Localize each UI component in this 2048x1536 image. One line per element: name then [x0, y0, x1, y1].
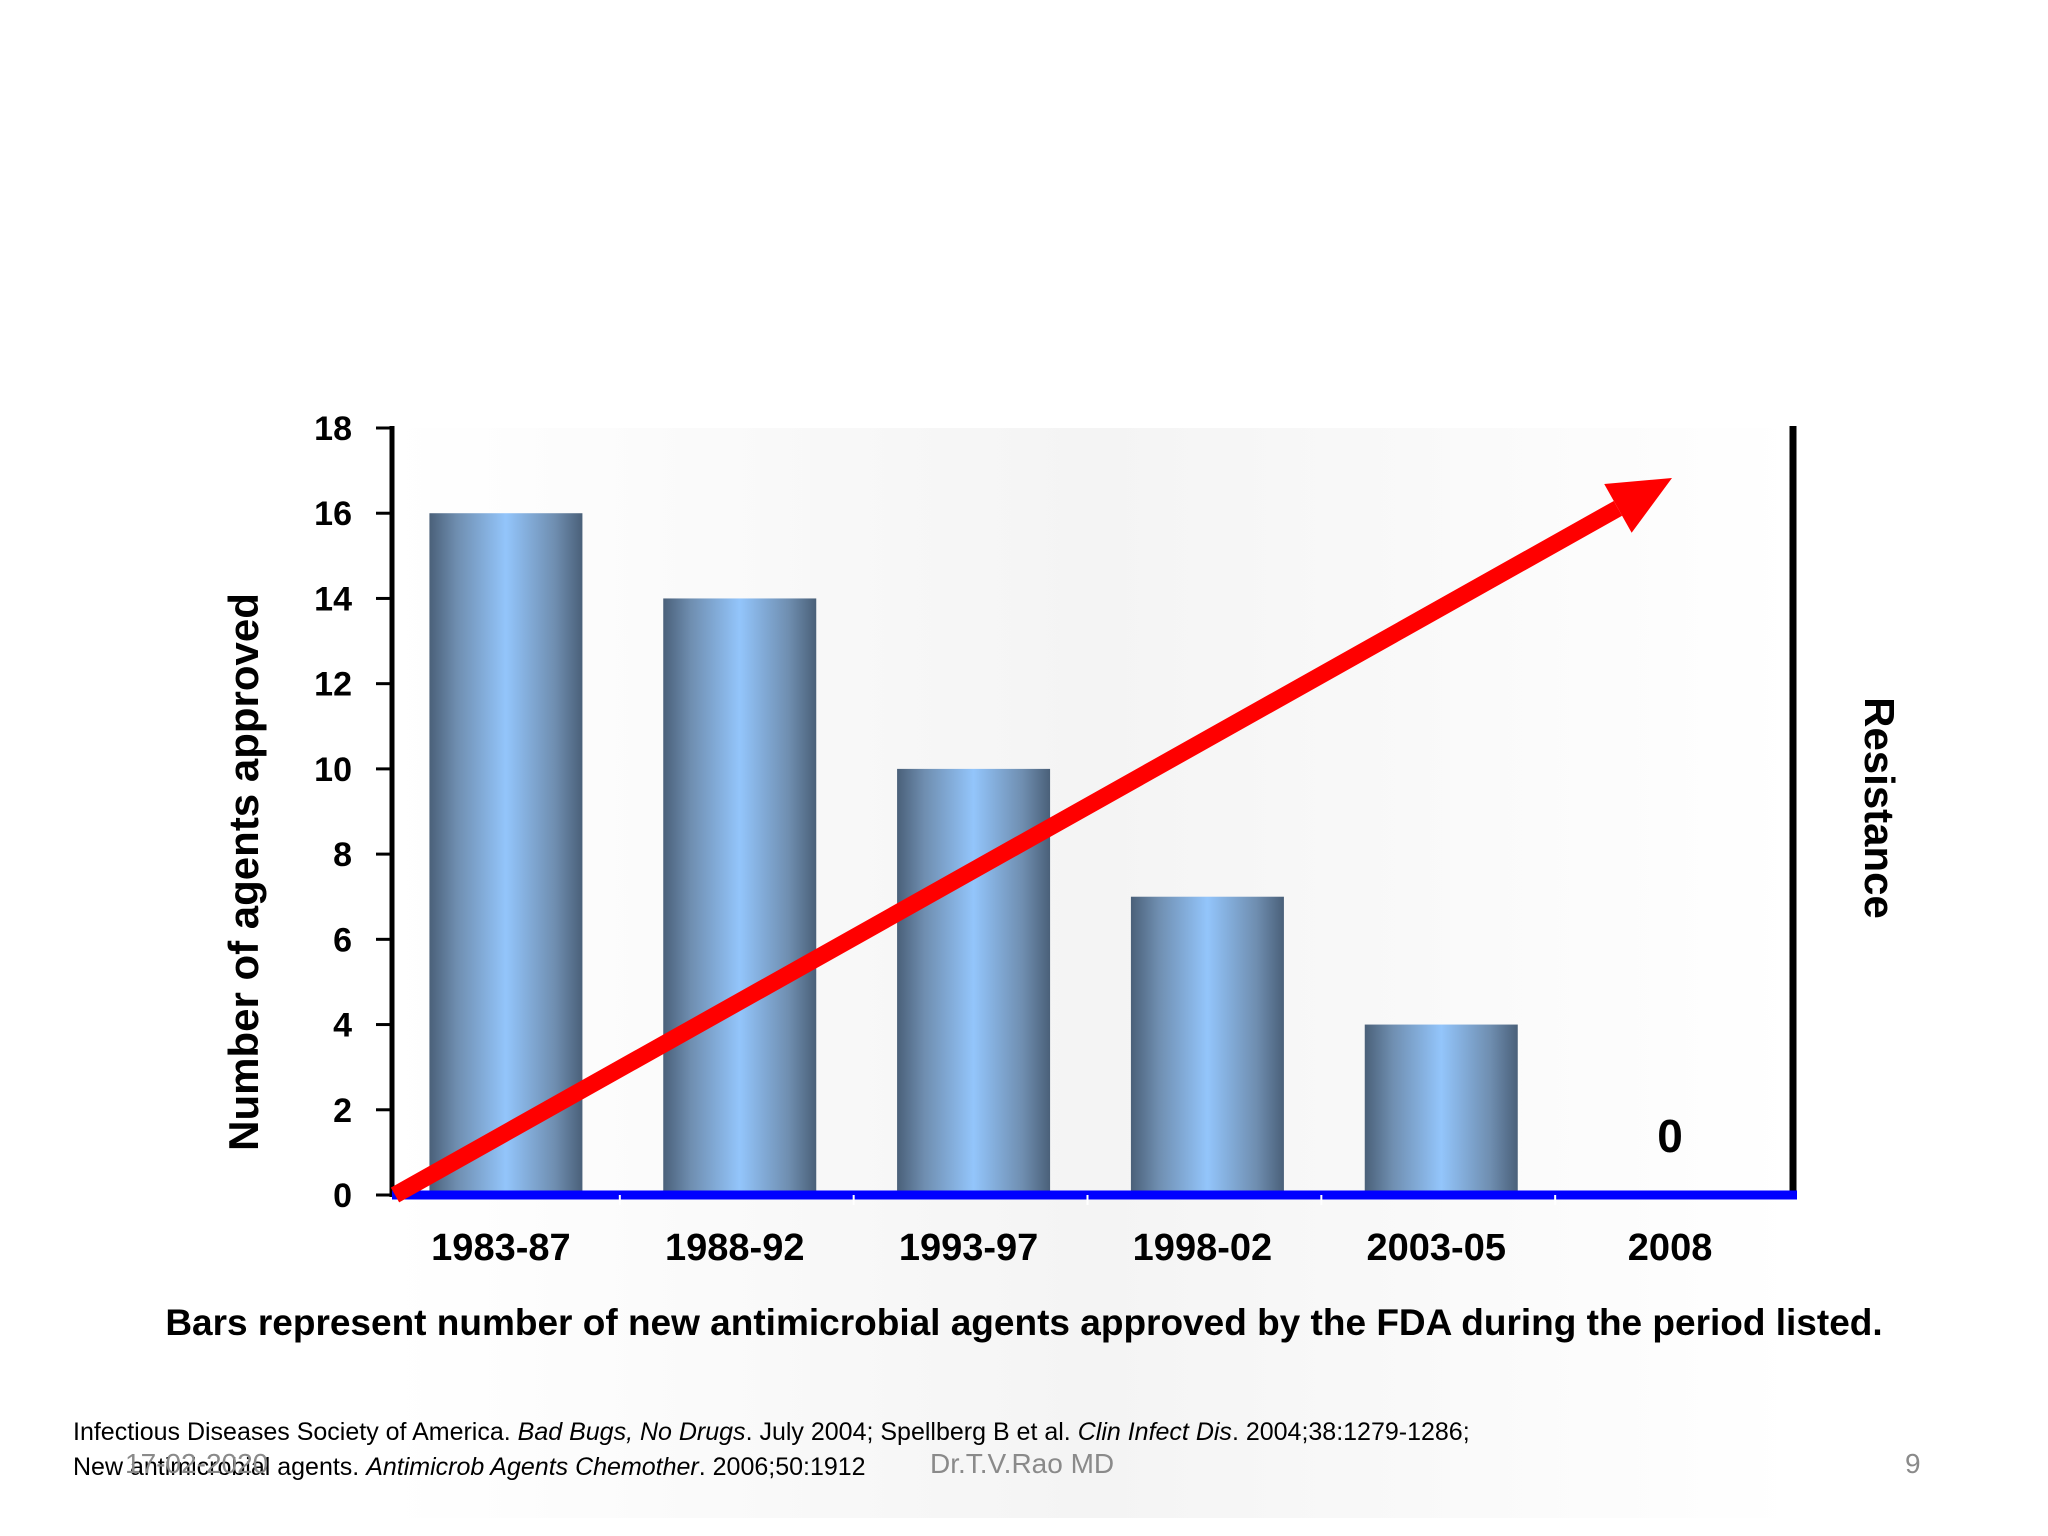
chart-caption: Bars represent number of new antimicrobi…	[165, 1302, 1883, 1343]
zero-value-label: 0	[1657, 1110, 1683, 1162]
reference-line-1: Infectious Diseases Society of America. …	[73, 1415, 1470, 1450]
reference-line-2: New antimicrobial agents. Antimicrob Age…	[73, 1450, 1470, 1485]
ref-text: New antimicrobial agents.	[73, 1453, 367, 1481]
y-tick-label: 8	[333, 836, 352, 874]
y-tick-label: 16	[314, 495, 352, 533]
x-tick-label: 1998-02	[1133, 1227, 1272, 1269]
arrow-head	[1604, 478, 1672, 533]
x-tick-label: 1993-97	[899, 1227, 1038, 1269]
x-tick-label: 2003-05	[1367, 1227, 1506, 1269]
ref-title: Bad Bugs, No Drugs	[517, 1418, 746, 1446]
ref-text: . July 2004; Spellberg B et al.	[745, 1418, 1078, 1446]
x-tick-label: 1983-87	[431, 1227, 570, 1269]
bars	[429, 513, 1518, 1191]
axes	[389, 426, 1797, 1205]
reference-text: Infectious Diseases Society of America. …	[73, 1415, 1470, 1485]
y-axis-title: Number of agents approved	[220, 593, 267, 1151]
trend-arrow	[390, 478, 1672, 1203]
x-tick-label: 2008	[1628, 1227, 1713, 1269]
plot-background	[390, 428, 1795, 1518]
ref-text: . 2006;50:1912	[698, 1453, 866, 1481]
y2-axis-title: Resistance	[1856, 697, 1903, 919]
ref-journal: Antimicrob Agents Chemother	[366, 1453, 699, 1481]
bar	[1130, 896, 1284, 1191]
bar	[663, 598, 817, 1191]
bar	[429, 513, 583, 1191]
y-tick-label: 18	[314, 410, 352, 448]
x-axis-labels: 1983-87 1988-92 1993-97 1998-02 2003-05 2008	[431, 1227, 1712, 1269]
arrow-shaft	[390, 500, 1623, 1203]
y-tick-label: 10	[314, 751, 352, 789]
footer-author: Dr.T.V.Rao MD	[930, 1448, 1115, 1479]
y-tick-label: 14	[314, 580, 352, 618]
y-axis-ticks: 0 2 4 6 8 10 12 14 16 18	[314, 410, 392, 1215]
y-tick-label: 6	[333, 921, 352, 959]
y-tick-label: 2	[333, 1092, 352, 1130]
bar	[1364, 1024, 1518, 1191]
y-tick-label: 12	[314, 666, 352, 704]
ref-text: Infectious Diseases Society of America.	[73, 1418, 518, 1446]
footer-date: 17-02-2020	[125, 1448, 269, 1479]
ref-text: . 2004;38:1279-1286;	[1231, 1418, 1470, 1446]
page-number: 9	[1905, 1448, 1921, 1479]
x-tick-label: 1988-92	[665, 1227, 804, 1269]
y-tick-label: 4	[333, 1007, 352, 1045]
y-tick-label: 0	[333, 1177, 352, 1215]
ref-journal: Clin Infect Dis	[1077, 1418, 1232, 1446]
